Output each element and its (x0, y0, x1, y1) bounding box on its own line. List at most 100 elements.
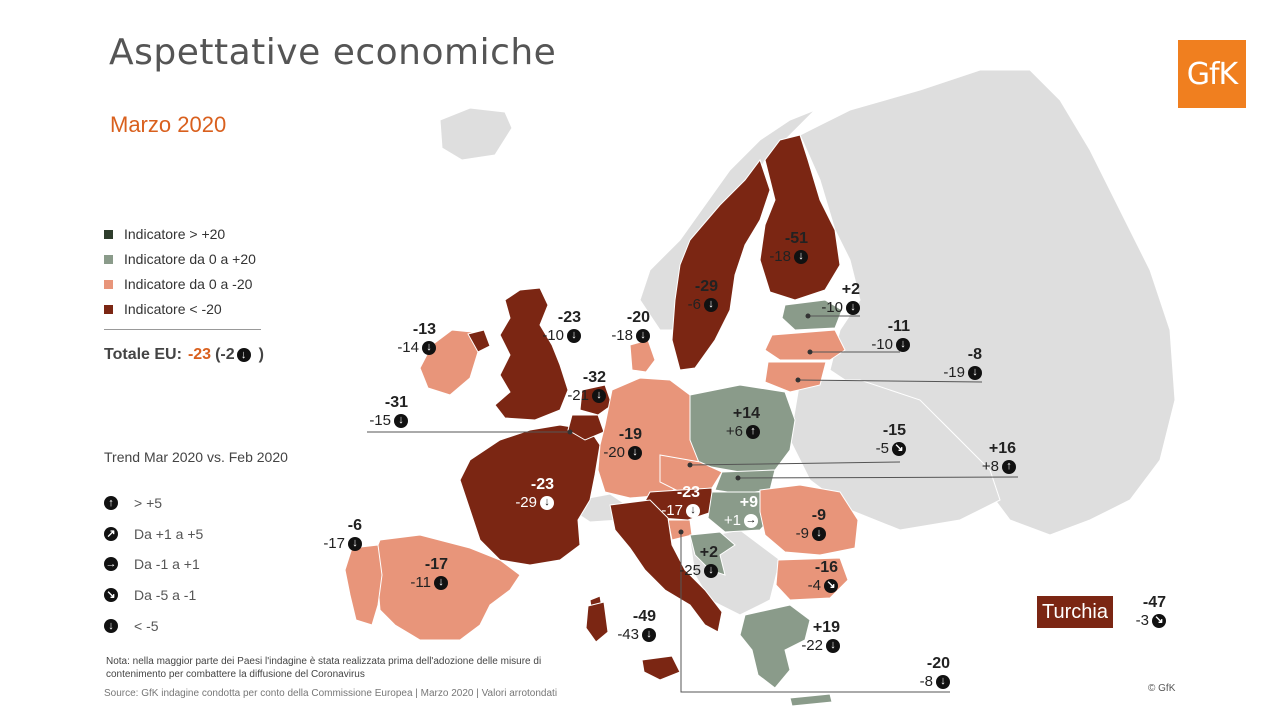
country-label-finland: -51 -18 ↓ (762, 230, 808, 265)
country-label-poland: +14 +6 ↑ (716, 405, 760, 440)
trend-legend-label: > +5 (134, 495, 163, 511)
lithuania-shape (764, 361, 827, 393)
arrow-down-icon: ↓ (936, 674, 950, 689)
country-change: -29 (515, 494, 537, 511)
country-change: +1 (723, 512, 741, 529)
sardinia-shape (585, 601, 609, 643)
country-label-slovakia: +16 +8 ↑ (972, 440, 1016, 475)
country-value: -19 (618, 426, 642, 443)
arrow-down-icon: ↓ (846, 300, 860, 315)
country-value: -6 (347, 517, 362, 534)
legend-swatch (104, 304, 113, 314)
country-label-germany: -19 -20 ↓ (594, 426, 642, 461)
portugal-shape (344, 544, 383, 626)
arrow-down-icon: ↓ (968, 365, 982, 380)
trend-legend-item: ↓ < -5 (104, 618, 159, 634)
trend-legend-title: Trend Mar 2020 vs. Feb 2020 (104, 449, 288, 465)
country-change: -17 (323, 535, 345, 552)
eu-countries (344, 134, 859, 707)
legend-item: Indicatore > +20 (104, 226, 225, 242)
country-label-ireland: -13 -14 ↓ (392, 321, 436, 356)
country-value: -13 (412, 321, 436, 338)
arrow-up-right-icon: ↗ (104, 527, 118, 541)
logo-text: GfK (1186, 56, 1238, 92)
arrow-up-icon: ↑ (1002, 459, 1016, 474)
arrow-down-icon: ↓ (104, 619, 118, 633)
arrow-down-icon: ↓ (686, 503, 700, 518)
gfk-logo: GfK (1178, 40, 1246, 108)
country-label-malta: -20 -8 ↓ (906, 655, 950, 690)
country-change: -21 (567, 387, 589, 404)
arrow-down-icon: ↓ (236, 348, 251, 362)
country-value: -32 (582, 369, 606, 386)
italy-shape (609, 499, 723, 633)
arrow-down-right-icon: ↘ (892, 441, 906, 456)
country-label-spain: -17 -11 ↓ (400, 556, 448, 591)
finland-shape (759, 134, 841, 301)
country-change: -17 (661, 502, 683, 519)
arrow-right-icon: → (104, 557, 118, 571)
source-line: Source: GfK indagine condotta per conto … (104, 688, 558, 699)
leader-dots (567, 313, 813, 535)
country-value: -23 (557, 309, 581, 326)
greece-shape (739, 604, 811, 689)
country-value: +16 (988, 440, 1016, 457)
arrow-down-icon: ↓ (348, 536, 362, 551)
legend-swatch (104, 229, 113, 239)
page-subtitle: Marzo 2020 (110, 112, 227, 137)
arrow-down-icon: ↓ (704, 297, 718, 312)
poland-shape (689, 384, 796, 473)
latvia-shape (764, 329, 846, 361)
country-value: -31 (384, 394, 408, 411)
country-change: -10 (821, 299, 843, 316)
country-change: +8 (981, 458, 999, 475)
country-value: +2 (699, 544, 718, 561)
crete-shape (789, 693, 833, 707)
country-change: -10 (542, 327, 564, 344)
country-change: -8 (919, 673, 933, 690)
arrow-down-icon: ↓ (422, 340, 436, 355)
eu-total-change: (-2 (215, 346, 235, 363)
croatia-shape (689, 531, 736, 576)
eu-total-close: ) (258, 346, 264, 363)
eu-total: Totale EU: -23 (-2 ↓ ) (104, 346, 264, 364)
country-label-hungary: +9 +1 → (714, 494, 758, 529)
footnote: Nota: nella maggior parte dei Paesi l'in… (106, 656, 542, 680)
eu-total-value: -23 (187, 346, 212, 363)
arrow-down-right-icon: ↘ (824, 578, 838, 593)
country-label-czechia: -15 -5 ↘ (860, 422, 906, 457)
country-value: -20 (926, 655, 950, 672)
country-value: -23 (676, 484, 700, 501)
trend-legend-item: ↗ Da +1 a +5 (104, 526, 203, 542)
northern-ireland-shape (467, 329, 491, 353)
estonia-shape (781, 299, 843, 331)
country-label-latvia: -11 -10 ↓ (862, 318, 910, 353)
arrow-down-icon: ↓ (394, 413, 408, 428)
legend-label: Indicatore da 0 a -20 (124, 276, 253, 292)
country-change: -19 (943, 364, 965, 381)
arrow-down-icon: ↓ (567, 328, 581, 343)
country-label-croatia: +2 -25 ↓ (672, 544, 718, 579)
country-label-belgium: -31 -15 ↓ (360, 394, 408, 429)
arrow-up-icon: ↑ (104, 496, 118, 510)
country-label-uk: -23 -10 ↓ (535, 309, 581, 344)
legend-divider (104, 329, 261, 330)
trend-legend-item: ↑ > +5 (104, 495, 162, 511)
country-value: -51 (784, 230, 808, 247)
country-change: -14 (397, 339, 419, 356)
country-value: -15 (882, 422, 906, 439)
country-change: -3 (1135, 612, 1149, 629)
uk-shape (494, 287, 569, 421)
country-change: -10 (871, 336, 893, 353)
country-change: -20 (603, 444, 625, 461)
country-change: -9 (795, 525, 809, 542)
arrow-down-right-icon: ↘ (104, 588, 118, 602)
arrow-down-icon: ↓ (812, 526, 826, 541)
country-change: -18 (611, 327, 633, 344)
legend-label: Indicatore da 0 a +20 (124, 251, 256, 267)
legend-item: Indicatore < -20 (104, 301, 222, 317)
country-change: -43 (617, 626, 639, 643)
arrow-up-icon: ↑ (746, 424, 760, 439)
country-change: -25 (679, 562, 701, 579)
trend-legend-item: → Da -1 a +1 (104, 556, 200, 572)
